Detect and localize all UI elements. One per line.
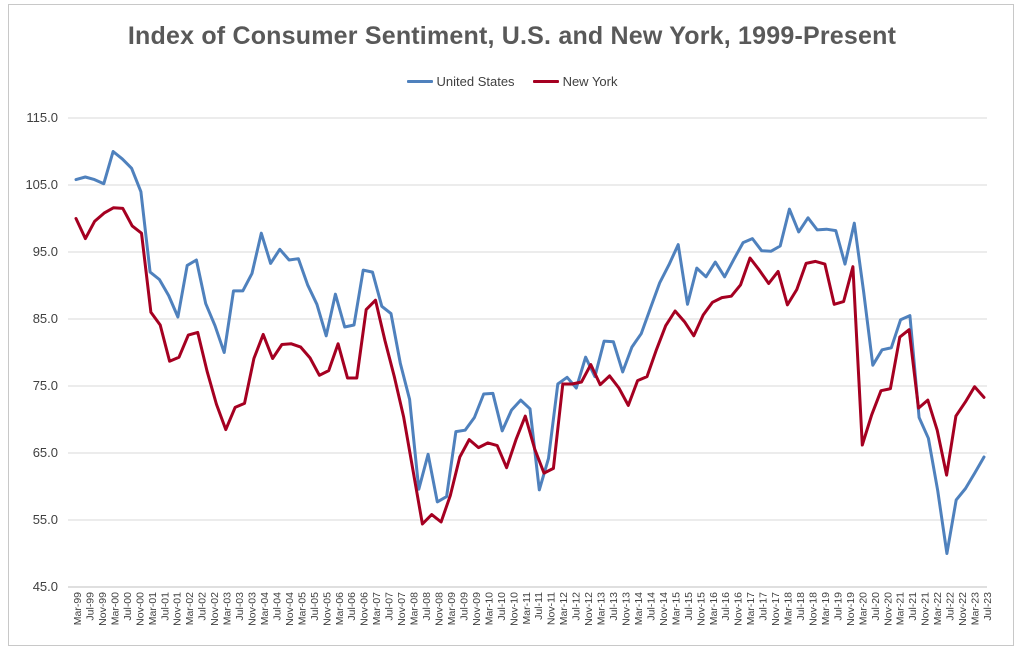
x-tick-label: Jul-21 bbox=[907, 592, 919, 621]
x-tick-label: Jul-03 bbox=[234, 592, 246, 621]
x-tick-label: Mar-13 bbox=[596, 592, 608, 625]
x-tick-label: Mar-17 bbox=[745, 592, 757, 625]
x-tick-label: Jul-12 bbox=[571, 592, 583, 621]
x-tick-label: Jul-01 bbox=[159, 592, 171, 621]
x-tick-label: Jul-17 bbox=[758, 592, 770, 621]
x-tick-label: Jul-16 bbox=[720, 592, 732, 621]
x-axis-ticks: Mar-99 Jul-99 Nov-99 Mar-00 Jul-00 Nov-00 Mar-… bbox=[72, 592, 994, 626]
x-tick-label: Mar-16 bbox=[708, 592, 720, 625]
x-tick-label: Jul-08 bbox=[421, 592, 433, 621]
legend-label-new-york: New York bbox=[562, 74, 618, 89]
y-tick-label: 65.0 bbox=[33, 445, 58, 460]
x-tick-label: Jul-22 bbox=[945, 592, 957, 621]
y-tick-label: 45.0 bbox=[33, 579, 58, 594]
x-tick-label: Nov-17 bbox=[770, 592, 782, 626]
y-tick-label: 75.0 bbox=[33, 378, 58, 393]
y-axis-ticks: 115.0 105.0 95.0 85.0 75.0 65.0 55.0 45.0 bbox=[25, 110, 58, 594]
x-tick-label: Nov-02 bbox=[209, 592, 221, 626]
x-tick-label: Nov-08 bbox=[434, 592, 446, 626]
series-line-united-states bbox=[74, 150, 986, 555]
x-tick-label: Nov-14 bbox=[658, 592, 670, 626]
x-tick-label: Mar-09 bbox=[446, 592, 458, 625]
y-tick-label: 85.0 bbox=[33, 311, 58, 326]
x-tick-label: Jul-09 bbox=[458, 592, 470, 621]
legend-swatch-united-states bbox=[406, 80, 433, 83]
x-tick-label: Mar-08 bbox=[409, 592, 421, 625]
legend-label-united-states: United States bbox=[436, 74, 515, 89]
x-tick-label: Nov-13 bbox=[620, 592, 632, 626]
x-tick-label: Mar-12 bbox=[558, 592, 570, 625]
x-tick-label: Nov-09 bbox=[471, 592, 483, 626]
x-tick-label: Mar-00 bbox=[109, 592, 121, 625]
y-tick-label: 105.0 bbox=[25, 177, 58, 192]
x-tick-label: Mar-22 bbox=[932, 592, 944, 625]
x-tick-label: Mar-01 bbox=[147, 592, 159, 625]
x-tick-label: Mar-11 bbox=[521, 592, 533, 625]
x-tick-label: Mar-05 bbox=[296, 592, 308, 625]
x-tick-label: Jul-99 bbox=[84, 592, 96, 621]
x-tick-label: Nov-05 bbox=[321, 592, 333, 626]
x-tick-label: Mar-19 bbox=[820, 592, 832, 625]
x-tick-label: Mar-15 bbox=[670, 592, 682, 625]
x-tick-label: Jul-11 bbox=[533, 592, 545, 620]
x-tick-label: Nov-19 bbox=[845, 592, 857, 626]
legend-item-new-york: New York bbox=[532, 74, 618, 89]
x-tick-label: Nov-10 bbox=[508, 592, 520, 626]
x-tick-label: Nov-18 bbox=[807, 592, 819, 626]
x-tick-label: Jul-02 bbox=[197, 592, 209, 621]
x-tick-label: Nov-15 bbox=[695, 592, 707, 626]
x-tick-label: Mar-23 bbox=[970, 592, 982, 625]
x-tick-label: Mar-20 bbox=[857, 592, 869, 625]
x-tick-label: Jul-04 bbox=[271, 592, 283, 621]
x-tick-label: Mar-18 bbox=[783, 592, 795, 625]
x-tick-label: Nov-07 bbox=[396, 592, 408, 626]
x-tick-label: Nov-11 bbox=[546, 592, 558, 625]
x-tick-label: Nov-01 bbox=[172, 592, 184, 626]
x-tick-label: Mar-14 bbox=[633, 592, 645, 625]
x-tick-label: Nov-00 bbox=[134, 592, 146, 626]
x-tick-label: Nov-16 bbox=[733, 592, 745, 626]
x-tick-label: Nov-99 bbox=[97, 592, 109, 626]
series-line-new-york bbox=[74, 206, 986, 526]
x-tick-label: Nov-12 bbox=[583, 592, 595, 626]
x-tick-label: Mar-07 bbox=[371, 592, 383, 625]
x-tick-label: Jul-13 bbox=[608, 592, 620, 621]
x-tick-label: Nov-04 bbox=[284, 592, 296, 626]
x-tick-label: Nov-21 bbox=[920, 592, 932, 626]
x-tick-label: Mar-21 bbox=[895, 592, 907, 625]
x-tick-label: Jul-23 bbox=[982, 592, 994, 621]
x-tick-label: Mar-04 bbox=[259, 592, 271, 625]
x-tick-label: Jul-19 bbox=[832, 592, 844, 621]
x-tick-label: Jul-05 bbox=[309, 592, 321, 621]
x-tick-label: Jul-00 bbox=[122, 592, 134, 621]
x-tick-label: Jul-20 bbox=[870, 592, 882, 621]
x-tick-label: Mar-06 bbox=[334, 592, 346, 625]
x-tick-label: Jul-15 bbox=[683, 592, 695, 621]
x-tick-label: Jul-10 bbox=[496, 592, 508, 621]
legend-swatch-new-york bbox=[532, 80, 559, 83]
x-tick-label: Jul-06 bbox=[346, 592, 358, 621]
legend: United States New York bbox=[0, 74, 1024, 89]
y-tick-label: 115.0 bbox=[26, 110, 58, 125]
series-lines bbox=[74, 150, 986, 555]
chart-frame bbox=[8, 4, 1014, 646]
y-tick-label: 55.0 bbox=[33, 512, 58, 527]
x-tick-label: Nov-20 bbox=[882, 592, 894, 626]
x-tick-label: Nov-03 bbox=[247, 592, 259, 626]
x-tick-label: Jul-07 bbox=[384, 592, 396, 621]
legend-item-united-states: United States bbox=[406, 74, 515, 89]
x-tick-label: Jul-14 bbox=[645, 592, 657, 621]
x-tick-label: Nov-06 bbox=[359, 592, 371, 626]
x-tick-label: Mar-99 bbox=[72, 592, 84, 625]
chart-title: Index of Consumer Sentiment, U.S. and Ne… bbox=[127, 22, 897, 50]
x-tick-label: Mar-10 bbox=[483, 592, 495, 625]
gridlines bbox=[68, 117, 987, 588]
x-tick-label: Mar-03 bbox=[222, 592, 234, 625]
y-tick-label: 95.0 bbox=[33, 244, 58, 259]
x-tick-label: Mar-02 bbox=[184, 592, 196, 625]
x-tick-label: Jul-18 bbox=[795, 592, 807, 621]
x-tick-label: Nov-22 bbox=[957, 592, 969, 626]
